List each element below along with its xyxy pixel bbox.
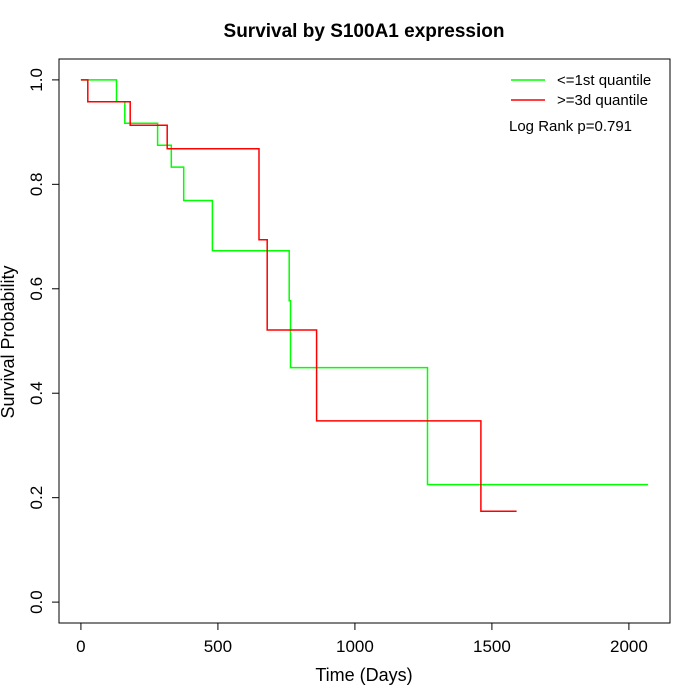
x-axis-label: Time (Days) <box>315 665 412 685</box>
y-tick-label: 0.0 <box>27 590 46 614</box>
survival-curve-series-2 <box>80 79 517 512</box>
y-tick-label: 0.4 <box>27 381 46 405</box>
plot-frame <box>58 58 671 624</box>
x-tick-label: 1000 <box>336 637 374 656</box>
chart-title: Survival by S100A1 expression <box>224 21 505 42</box>
y-axis-label: Survival Probability <box>0 265 18 418</box>
y-tick-label: 1.0 <box>27 68 46 92</box>
y-axis: 0.0 0.2 0.4 0.6 0.8 1.0 <box>27 68 60 614</box>
legend-label-series-1: <=1st quantile <box>557 72 651 89</box>
legend-label-series-2: >=3d quantile <box>557 92 648 109</box>
x-tick-label: 500 <box>204 637 232 656</box>
y-tick-label: 0.2 <box>27 486 46 510</box>
survival-curve-series-1 <box>80 79 649 486</box>
x-tick-label: 0 <box>76 637 85 656</box>
log-rank-annotation: Log Rank p=0.791 <box>509 118 632 135</box>
y-tick-label: 0.6 <box>27 277 46 301</box>
x-tick-label: 2000 <box>610 637 648 656</box>
x-tick-label: 1500 <box>473 637 511 656</box>
y-tick-label: 0.8 <box>27 173 46 197</box>
legend: <=1st quantile >=3d quantile <box>511 72 651 109</box>
series-layer <box>80 79 649 512</box>
x-axis: 0 500 1000 1500 2000 <box>76 622 648 656</box>
